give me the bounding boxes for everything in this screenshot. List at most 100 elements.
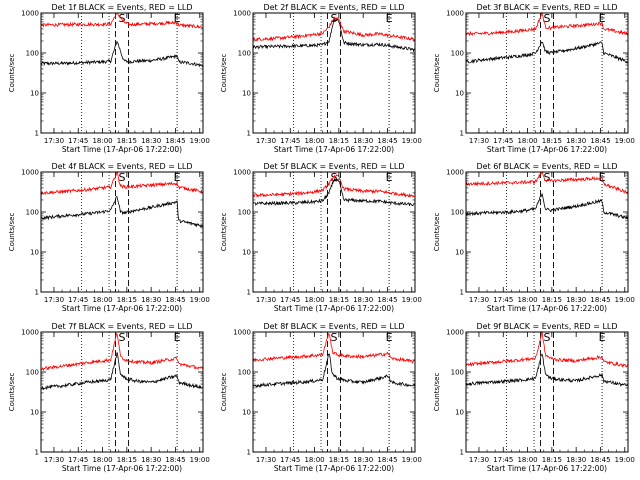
x-tick-label: 18:15 [329,137,349,145]
panel-title: Det 2f BLACK = Events, RED = LLD [263,3,404,12]
y-tick-label: 1000 [233,169,251,177]
y-tick-label: 100 [26,50,39,58]
x-tick-label: 18:15 [542,137,562,145]
panel-title: Det 4f BLACK = Events, RED = LLD [51,162,192,171]
panel-title: Det 8f BLACK = Events, RED = LLD [263,322,404,331]
x-tick-label: 17:30 [256,296,276,304]
x-tick-label: 18:00 [517,296,537,304]
x-tick-label: 17:45 [68,456,88,464]
y-tick-label: 10 [242,409,251,417]
x-tick-label: 18:00 [304,296,324,304]
y-tick-label: 100 [26,369,39,377]
y-tick-label: 1 [460,130,464,138]
x-tick-label: 18:30 [141,296,161,304]
x-tick-label: 19:00 [615,456,635,464]
x-tick-label: 18:45 [590,456,610,464]
x-tick-label: 18:15 [117,456,137,464]
x-tick-label: 19:00 [190,137,210,145]
x-tick-label: 17:45 [280,456,300,464]
x-tick-label: 18:15 [329,456,349,464]
x-tick-label: 18:45 [165,456,185,464]
x-axis-label: Start Time (17-Apr-06 17:22:00) [62,304,182,313]
series-line-events [40,352,203,391]
plot-frame [40,171,204,293]
interval-marker-label: S [119,331,126,344]
x-axis-label: Start Time (17-Apr-06 17:22:00) [62,464,182,473]
x-axis-label: Start Time (17-Apr-06 17:22:00) [274,145,394,154]
y-axis-label: Counts/sec [220,373,228,412]
x-tick-label: 17:30 [256,137,276,145]
x-tick-label: 17:30 [44,137,64,145]
panel-title: Det 9f BLACK = Events, RED = LLD [476,322,617,331]
x-tick-label: 18:45 [590,296,610,304]
x-tick-label: 18:30 [141,456,161,464]
y-axis-label: Counts/sec [433,373,441,412]
y-tick-label: 1 [35,130,39,138]
interval-marker-label: E [599,331,606,344]
x-axis-label: Start Time (17-Apr-06 17:22:00) [274,304,394,313]
x-tick-label: 18:45 [377,296,397,304]
x-tick-label: 19:00 [402,456,422,464]
x-tick-label: 18:30 [566,296,586,304]
interval-marker-label: E [386,331,393,344]
y-tick-label: 1 [35,449,39,457]
y-tick-label: 10 [455,249,464,257]
interval-marker-label: E [174,331,181,344]
y-tick-label: 1 [247,289,251,297]
series-line-events [465,353,628,388]
x-tick-label: 19:00 [402,137,422,145]
interval-marker-label: E [386,12,393,25]
series-line-lld [252,16,415,42]
x-tick-label: 18:45 [377,456,397,464]
x-tick-label: 17:30 [469,296,489,304]
x-tick-label: 18:15 [542,296,562,304]
x-tick-label: 18:30 [141,137,161,145]
interval-marker-label: S [119,171,126,184]
y-tick-label: 10 [455,409,464,417]
y-axis-label: Counts/sec [433,54,441,93]
x-tick-label: 19:00 [615,137,635,145]
x-tick-label: 18:00 [92,137,112,145]
x-tick-label: 17:45 [493,137,513,145]
x-axis-label: Start Time (17-Apr-06 17:22:00) [62,145,182,154]
plot-frame [252,331,416,453]
plot-frame [40,12,204,134]
series-line-events [252,353,415,389]
y-tick-label: 100 [238,50,251,58]
y-tick-label: 1000 [233,329,251,337]
x-tick-label: 18:45 [590,137,610,145]
plot-frame [40,331,204,453]
x-axis-label: Start Time (17-Apr-06 17:22:00) [487,145,607,154]
y-tick-label: 1 [247,449,251,457]
y-tick-label: 100 [238,209,251,217]
series-line-lld [252,174,415,198]
series-line-lld [40,12,203,29]
x-tick-label: 17:30 [44,296,64,304]
y-tick-label: 10 [30,90,39,98]
interval-marker-label: E [599,12,606,25]
x-tick-label: 18:45 [377,137,397,145]
x-tick-label: 18:30 [353,137,373,145]
plot-frame [465,331,629,453]
y-tick-label: 100 [26,209,39,217]
x-tick-label: 17:30 [469,137,489,145]
panel-title: Det 3f BLACK = Events, RED = LLD [476,3,617,12]
x-tick-label: 17:30 [44,456,64,464]
y-axis-label: Counts/sec [8,54,16,93]
y-tick-label: 1000 [446,10,464,18]
x-tick-label: 18:15 [117,296,137,304]
y-tick-label: 10 [30,249,39,257]
y-tick-label: 100 [451,50,464,58]
x-tick-label: 18:15 [117,137,137,145]
x-axis-label: Start Time (17-Apr-06 17:22:00) [487,304,607,313]
x-tick-label: 18:00 [517,137,537,145]
series-line-events [465,41,628,64]
panel-title: Det 5f BLACK = Events, RED = LLD [263,162,404,171]
plot-frame [465,12,629,134]
y-tick-label: 10 [455,90,464,98]
